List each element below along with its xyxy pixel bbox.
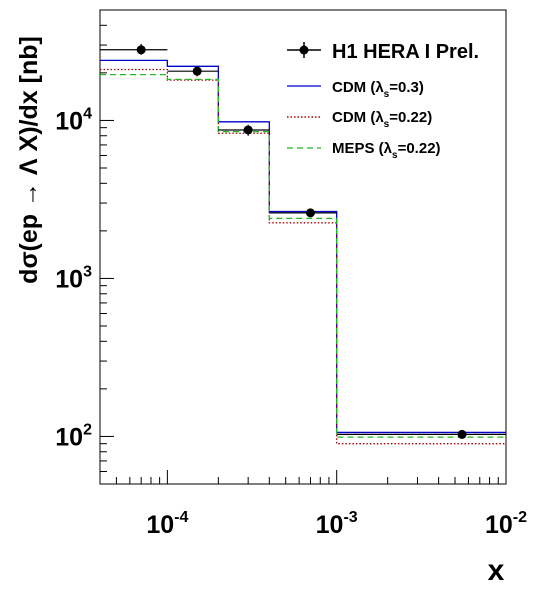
plot-frame xyxy=(99,9,507,485)
series-line-1 xyxy=(100,68,506,445)
series-line-2 xyxy=(100,73,506,438)
x-tick-label: 10-4 xyxy=(146,509,188,539)
data-point xyxy=(243,125,253,135)
data-point xyxy=(457,429,467,439)
legend-entry-cdm-03: CDM (λs=0.3) xyxy=(287,79,424,100)
x-tick-label: 10-3 xyxy=(316,509,358,539)
legend-label-h1: H1 HERA I Prel. xyxy=(332,41,479,63)
data-point xyxy=(305,208,315,218)
legend-label-meps: MEPS (λs=0.22) xyxy=(332,140,441,161)
data-point xyxy=(192,66,202,76)
legend-marker-h1 xyxy=(299,45,309,55)
data-points-layer xyxy=(100,43,506,439)
tick-labels: 10-4 10-3 10-2 102 103 104 xyxy=(55,105,527,539)
y-tick-label: 102 xyxy=(55,421,92,451)
x-tick-label: 10-2 xyxy=(485,509,527,539)
data-point xyxy=(136,45,146,55)
legend-label-cdm-022: CDM (λs=0.22) xyxy=(332,109,432,130)
legend-entry-cdm-022: CDM (λs=0.22) xyxy=(287,109,432,130)
y-tick-label: 104 xyxy=(55,105,92,135)
axis-ticks xyxy=(99,9,507,485)
legend-label-cdm-03: CDM (λs=0.3) xyxy=(332,79,424,100)
y-axis-title: dσ(ep → Λ X)/dx [nb] xyxy=(15,36,43,284)
x-axis-title: x xyxy=(488,554,505,587)
y-tick-label: 103 xyxy=(55,263,92,293)
legend: H1 HERA I Prel. CDM (λs=0.3) CDM (λs=0.2… xyxy=(287,41,479,161)
legend-entry-h1: H1 HERA I Prel. xyxy=(287,41,479,63)
legend-entry-meps: MEPS (λs=0.22) xyxy=(287,140,441,161)
series-line-0 xyxy=(100,59,506,434)
series-layer xyxy=(100,59,506,445)
